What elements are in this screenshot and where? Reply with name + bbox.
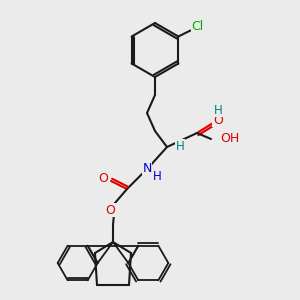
Text: O: O xyxy=(98,172,108,185)
Text: Cl: Cl xyxy=(191,20,203,33)
Text: O: O xyxy=(105,203,115,217)
Text: H: H xyxy=(214,103,222,116)
Text: O: O xyxy=(213,113,223,127)
Text: N: N xyxy=(142,163,152,176)
Text: OH: OH xyxy=(220,133,239,146)
Text: H: H xyxy=(176,140,184,152)
Text: H: H xyxy=(153,169,161,182)
